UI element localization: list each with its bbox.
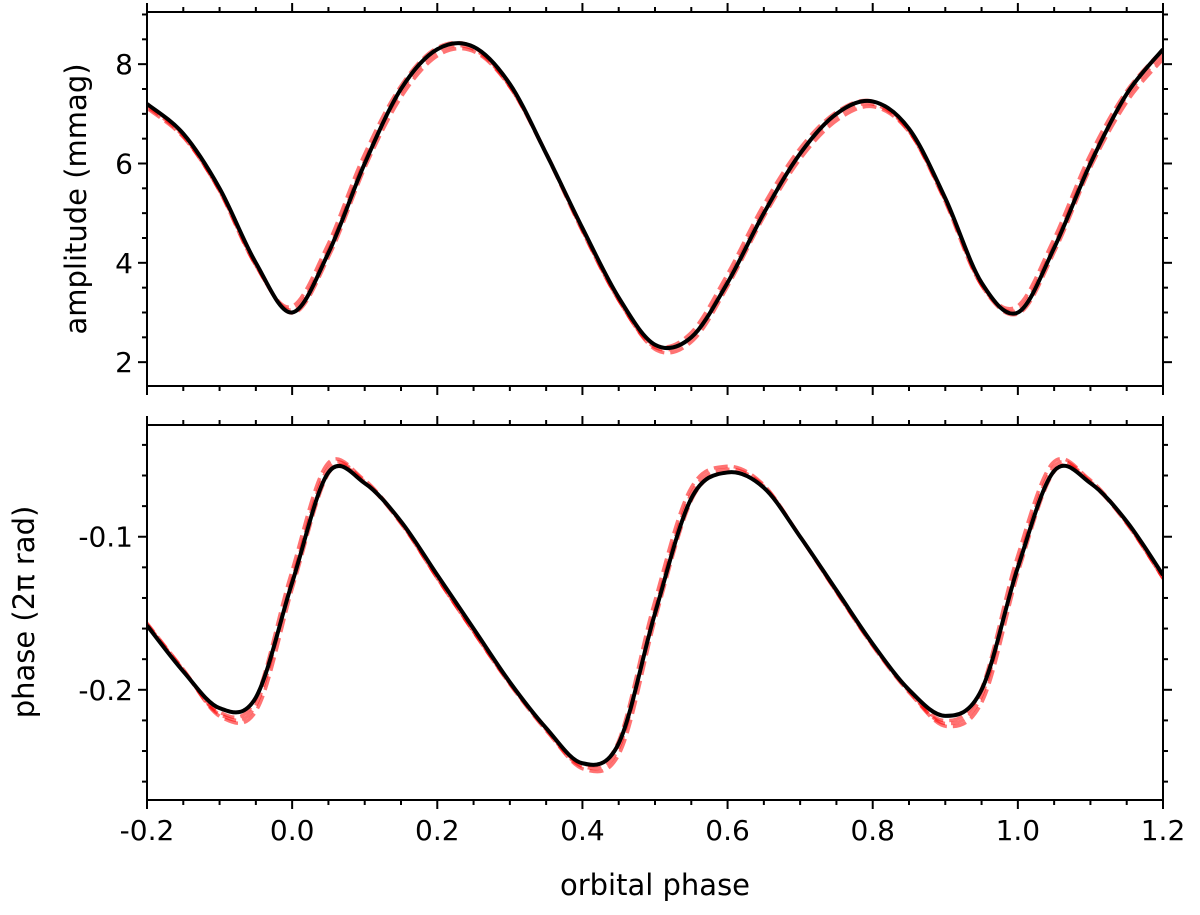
axes-frame xyxy=(146,424,1164,801)
model-line-black xyxy=(147,463,1163,767)
x-axis-label: orbital phase xyxy=(560,868,750,902)
x-tick-label: -0.2 xyxy=(120,814,175,847)
y-tick-label: -0.2 xyxy=(78,674,133,707)
model-line-black xyxy=(147,41,1163,351)
y-tick-label: 2 xyxy=(115,346,133,379)
y-tick-label: 6 xyxy=(115,147,133,180)
y-axis-label-phase: phase (2π rad) xyxy=(7,506,41,719)
x-tick-label: 0.6 xyxy=(705,814,750,847)
x-tick-label: 0.2 xyxy=(415,814,460,847)
x-tick-label: 0.8 xyxy=(850,814,895,847)
y-axis-label-amplitude: amplitude (mmag) xyxy=(59,63,93,334)
y-tick-label: 8 xyxy=(115,48,133,81)
fit-line-red xyxy=(147,462,1163,774)
phase-panel: -0.2 0.0 0.2 0.4 0.6 0.8 1.0 1.2 -0.2 -0.1 xyxy=(78,416,1185,847)
y-tick-label: -0.1 xyxy=(78,521,133,554)
amplitude-panel: 2 4 6 8 xyxy=(115,3,1172,395)
plot-area xyxy=(147,40,1163,355)
fit-line-red xyxy=(147,40,1163,349)
y-tick-label: 4 xyxy=(115,247,133,280)
fit-line-red xyxy=(147,456,1163,768)
axes-frame xyxy=(146,11,1164,387)
fit-line-red xyxy=(147,43,1163,352)
plot-area xyxy=(147,456,1163,774)
x-tick-label: 0.4 xyxy=(560,814,605,847)
x-tick-label: 1.2 xyxy=(1141,814,1186,847)
x-tick-label: 1.0 xyxy=(996,814,1041,847)
x-tick-label: 0.0 xyxy=(270,814,315,847)
